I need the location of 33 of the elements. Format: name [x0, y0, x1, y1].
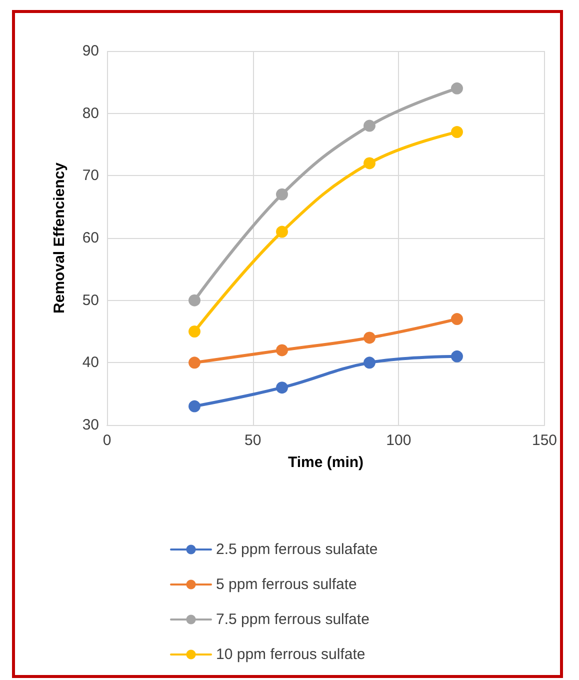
point [451, 313, 463, 326]
y-tick-label: 90 [82, 42, 99, 60]
x-tick-label: 100 [386, 432, 412, 449]
point [364, 157, 376, 170]
point [276, 344, 288, 356]
y-tick-label: 60 [82, 230, 99, 246]
y-axis-title: Removal Effenciency [51, 162, 68, 314]
x-axis-title: Time (min) [288, 454, 364, 471]
point [276, 226, 288, 238]
point [451, 126, 463, 138]
point [188, 326, 200, 338]
point [276, 188, 288, 200]
x-tick-label: 50 [244, 432, 262, 449]
point [364, 120, 376, 132]
legend-label: 2.5 ppm ferrous sulafate [216, 541, 378, 558]
y-tick-label: 50 [82, 292, 99, 309]
y-tick-label: 70 [82, 167, 99, 184]
point [451, 350, 463, 362]
x-tick-label: 150 [532, 432, 557, 449]
legend-label: 7.5 ppm ferrous sulfate [216, 611, 370, 628]
point [188, 400, 200, 412]
point [188, 294, 200, 306]
y-tick-label: 80 [82, 104, 99, 122]
y-tick-label: 40 [82, 354, 99, 372]
point [451, 82, 463, 94]
point [364, 332, 376, 344]
point [364, 356, 376, 369]
point [188, 356, 200, 369]
point [276, 382, 288, 394]
legend-label: 10 ppm ferrous sulfate [216, 646, 366, 663]
x-tick-label: 0 [102, 432, 112, 449]
y-tick-label: 30 [82, 416, 99, 434]
legend-label: 5 ppm ferrous sulfate [216, 576, 357, 593]
